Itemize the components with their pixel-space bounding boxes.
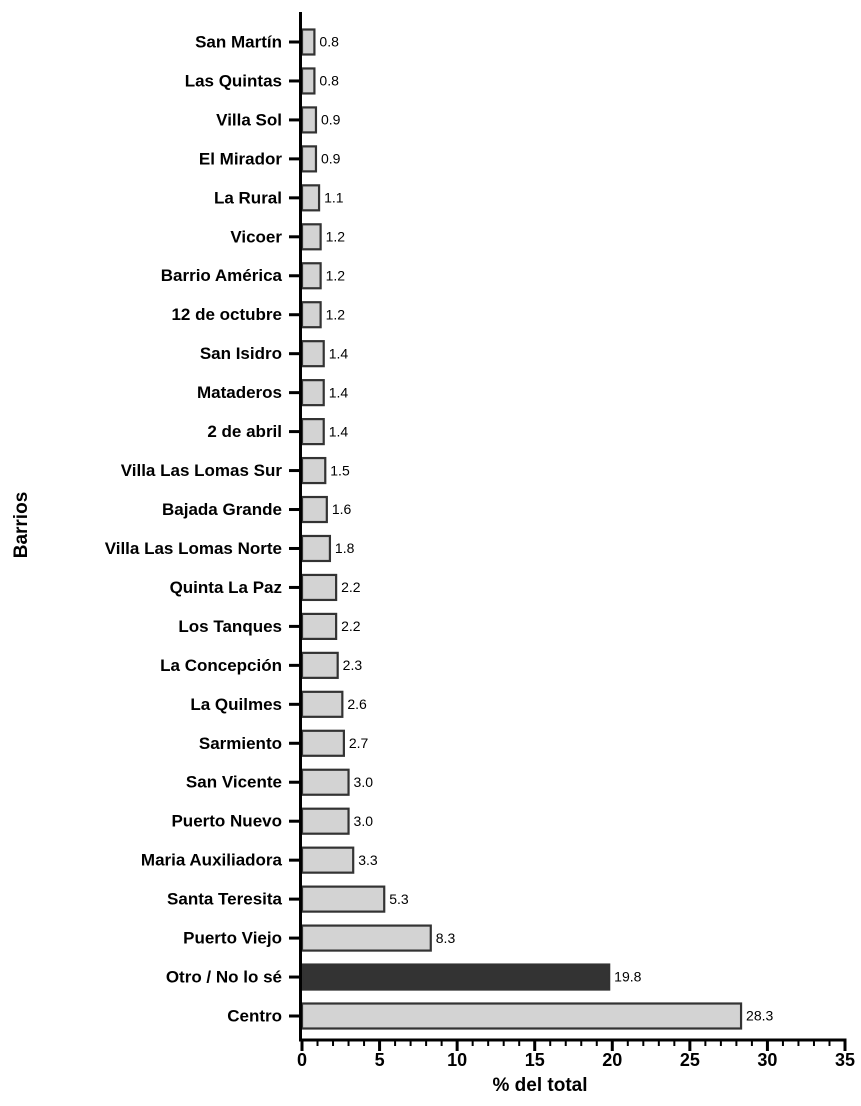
bar (300, 963, 611, 991)
bar (300, 184, 321, 212)
bar (300, 534, 332, 563)
value-label: 1.4 (329, 345, 349, 361)
value-label: 0.9 (321, 112, 341, 128)
value-label: 1.4 (329, 423, 349, 439)
y-tick-label: Villa Sol (216, 110, 282, 129)
bar (300, 145, 318, 173)
value-label: 2.2 (341, 579, 361, 595)
value-label: 28.3 (746, 1008, 773, 1024)
bar (300, 418, 325, 446)
value-label: 0.9 (321, 151, 341, 167)
value-label: 1.4 (329, 384, 349, 400)
value-label: 2.7 (349, 735, 369, 751)
value-label: 19.8 (614, 969, 641, 985)
value-label: 2.2 (341, 618, 361, 634)
value-label: 1.6 (332, 501, 352, 517)
bar (300, 1002, 743, 1030)
value-label: 3.0 (354, 774, 374, 790)
bar (300, 612, 338, 641)
value-label: 8.3 (436, 930, 456, 946)
x-tick-label: 25 (680, 1050, 700, 1070)
bar (300, 846, 355, 874)
bar (300, 106, 318, 134)
x-tick-label: 30 (757, 1050, 777, 1070)
y-tick-label: Otro / No lo sé (166, 968, 282, 987)
x-tick-label: 10 (447, 1050, 467, 1070)
y-tick-label: 2 de abril (207, 422, 282, 441)
bar (300, 729, 345, 757)
value-label: 1.8 (335, 540, 355, 556)
x-tick-label: 15 (525, 1050, 545, 1070)
bar (300, 807, 350, 835)
y-tick-label: San Isidro (200, 344, 282, 363)
y-tick-label: Maria Auxiliadora (141, 851, 283, 870)
y-axis-label: Barrios (11, 492, 32, 559)
x-tick-label: 20 (602, 1050, 622, 1070)
bar (300, 651, 339, 679)
value-label: 3.0 (354, 813, 374, 829)
value-label: 2.3 (343, 657, 363, 673)
bar (300, 67, 316, 95)
y-tick-label: Quinta La Paz (170, 578, 282, 597)
value-label: 3.3 (358, 852, 378, 868)
y-tick-label: Bajada Grande (162, 500, 282, 519)
y-tick-label: La Quilmes (190, 695, 282, 714)
bar (300, 379, 325, 407)
value-label: 0.8 (319, 73, 339, 89)
bar (300, 573, 338, 602)
x-axis-label: % del total (492, 1075, 587, 1096)
y-tick-label: Puerto Viejo (183, 929, 282, 948)
y-tick-label: Sarmiento (199, 734, 282, 753)
value-label: 1.5 (330, 462, 350, 478)
y-tick-label: Los Tanques (178, 617, 282, 636)
value-label: 1.2 (326, 267, 346, 283)
x-tick-label: 35 (835, 1050, 855, 1070)
value-label: 1.2 (326, 229, 346, 245)
bar (300, 262, 322, 290)
y-tick-label: 12 de octubre (171, 305, 282, 324)
bar (300, 340, 325, 368)
y-tick-label: Villa Las Lomas Norte (105, 539, 282, 558)
bar (300, 495, 328, 524)
y-tick-label: Mataderos (197, 383, 282, 402)
value-label: 1.1 (324, 190, 344, 206)
y-tick-label: La Concepción (160, 656, 282, 675)
y-tick-label: Santa Teresita (167, 890, 283, 909)
bar (300, 301, 322, 329)
y-tick-label: La Rural (214, 188, 282, 207)
bar (300, 28, 316, 56)
y-tick-label: San Martín (195, 32, 282, 51)
bar (300, 690, 344, 718)
y-tick-label: Centro (227, 1006, 282, 1025)
x-tick-label: 0 (297, 1050, 307, 1070)
y-tick-label: Vicoer (230, 227, 282, 246)
bar (300, 885, 386, 913)
y-tick-label: Puerto Nuevo (171, 812, 282, 831)
value-label: 2.6 (347, 696, 367, 712)
x-tick-label: 5 (375, 1050, 385, 1070)
y-tick-label: Villa Las Lomas Sur (121, 461, 283, 480)
bar (300, 924, 432, 952)
bar (300, 456, 327, 485)
bar (300, 223, 322, 251)
y-tick-label: Las Quintas (185, 71, 282, 90)
value-label: 5.3 (389, 891, 409, 907)
value-label: 1.2 (326, 306, 346, 322)
y-tick-label: El Mirador (199, 149, 283, 168)
y-tick-label: Barrio América (161, 266, 283, 285)
y-tick-label: San Vicente (186, 773, 282, 792)
value-label: 0.8 (319, 34, 339, 50)
bar (300, 768, 350, 796)
